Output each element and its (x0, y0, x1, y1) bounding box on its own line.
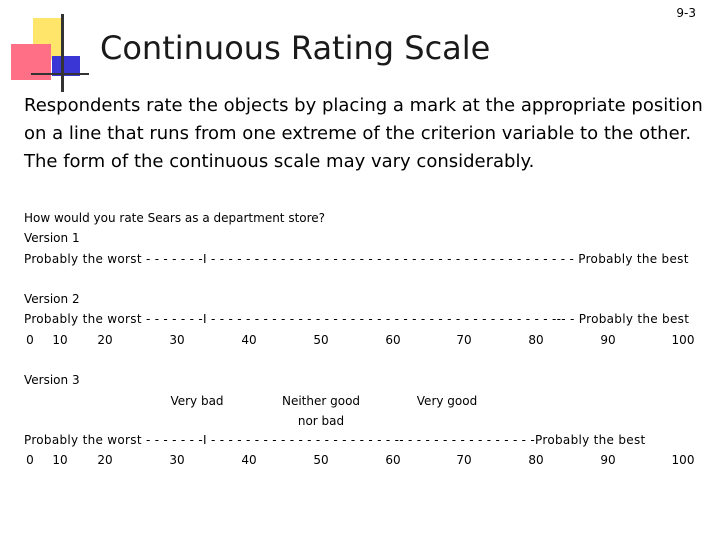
anchor-neither-good: Neither good (281, 394, 361, 408)
anchor-very-good: Very good (416, 394, 478, 408)
decor-horizontal-line (31, 73, 89, 75)
scale-number: 20 (97, 333, 113, 347)
anchor-nor-bad: nor bad (297, 414, 345, 428)
decor-vertical-line (61, 14, 64, 92)
scale-number: 30 (169, 453, 185, 467)
decor-blue-square (52, 56, 80, 76)
scale-number: 10 (52, 333, 68, 347)
scale-number: 20 (97, 453, 113, 467)
scale-number: 80 (528, 453, 544, 467)
intro-line: The form of the continuous scale may var… (24, 151, 535, 172)
scale-number: 0 (26, 453, 34, 467)
scale-number: 70 (456, 453, 472, 467)
scale-number: 10 (52, 453, 68, 467)
intro-paragraph: Respondents rate the objects by placing … (24, 92, 704, 176)
slide-number: 9-3 (676, 6, 696, 20)
version-1-label: Version 1 (24, 231, 80, 245)
scale-number: 60 (385, 453, 401, 467)
question-text: How would you rate Sears as a department… (24, 211, 326, 225)
version-1-scale-line: Probably the worst - - - - - - -I - - - … (24, 252, 689, 266)
intro-line: Respondents rate the objects by placing … (24, 95, 703, 116)
scale-number: 30 (169, 333, 185, 347)
scale-number: 100 (671, 453, 695, 467)
scale-number: 40 (241, 453, 257, 467)
version-2-label: Version 2 (24, 292, 80, 306)
scale-number: 80 (528, 333, 544, 347)
intro-line: on a line that runs from one extreme of … (24, 123, 692, 144)
version-3-label: Version 3 (24, 373, 80, 387)
scale-number: 90 (600, 333, 616, 347)
scale-number: 70 (456, 333, 472, 347)
scale-number: 40 (241, 333, 257, 347)
slide-title: Continuous Rating Scale (100, 29, 491, 67)
scale-number: 100 (671, 333, 695, 347)
scale-number: 0 (26, 333, 34, 347)
anchor-very-bad: Very bad (170, 394, 224, 408)
version-3-scale-line: Probably the worst - - - - - - -I - - - … (24, 433, 646, 447)
scale-number: 60 (385, 333, 401, 347)
scale-number: 50 (313, 453, 329, 467)
scale-number: 50 (313, 333, 329, 347)
scale-number: 90 (600, 453, 616, 467)
version-2-scale-line: Probably the worst - - - - - - -I - - - … (24, 312, 690, 326)
